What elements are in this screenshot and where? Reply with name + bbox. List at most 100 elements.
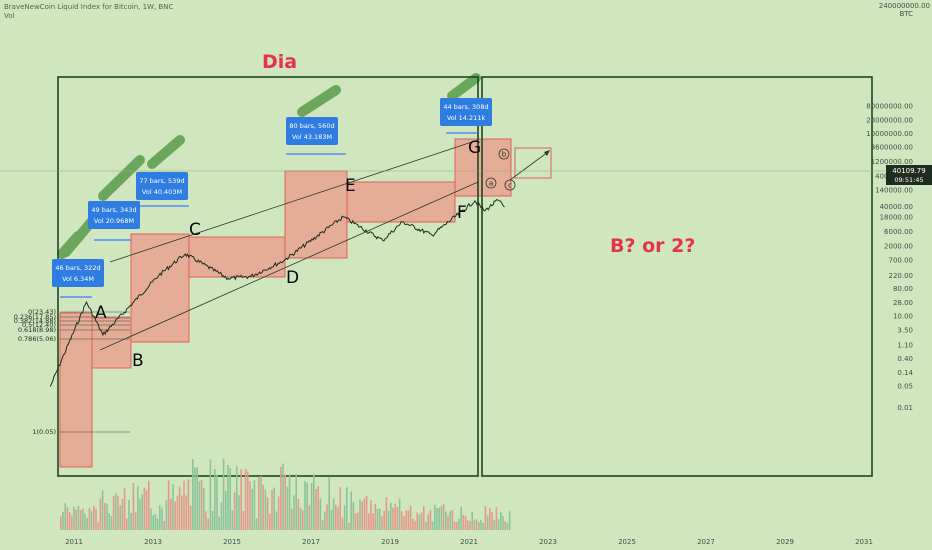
volume-bar xyxy=(110,516,113,530)
volume-bar xyxy=(489,508,491,530)
volume-bar xyxy=(478,522,480,530)
volume-bar xyxy=(348,523,350,530)
volume-bar xyxy=(418,515,421,530)
measure-bars-text: 49 bars, 343d xyxy=(91,206,136,214)
volume-bar xyxy=(126,518,128,530)
projection-arrow-line xyxy=(509,151,549,181)
volume-bar xyxy=(82,508,84,530)
y-tick-label: 40000.00 xyxy=(880,203,913,211)
y-tick-label: 1200000.00 xyxy=(871,158,913,166)
projection-arrow-head xyxy=(544,150,550,156)
volume-bar xyxy=(416,512,418,530)
volume-bar xyxy=(299,507,302,530)
volume-bar xyxy=(218,516,220,530)
volume-bar xyxy=(216,475,218,530)
fib-lines xyxy=(60,311,130,433)
volume-bar xyxy=(313,474,315,530)
volume-bar xyxy=(163,521,165,530)
volume-bar xyxy=(134,512,137,530)
volume-bar xyxy=(431,521,434,530)
wave-letters: A B C D E F G xyxy=(95,138,481,371)
volume-bar xyxy=(139,498,141,530)
volume-bar xyxy=(471,511,473,530)
volume-bar xyxy=(247,471,249,530)
time-axis[interactable]: 2011 2013 2015 2017 2019 2021 2023 2025 2027 2029… xyxy=(65,538,873,546)
volume-bar xyxy=(484,506,487,530)
volume-bar xyxy=(376,508,379,530)
volume-bar xyxy=(101,490,104,530)
y-tick-label: 80.00 xyxy=(893,285,913,293)
volume-bar xyxy=(95,508,97,530)
volume-bar xyxy=(141,494,143,530)
wave-label-d: D xyxy=(286,268,299,288)
measure-vol-text: Vol 14.211k xyxy=(447,114,486,122)
volume-bar xyxy=(302,510,304,530)
volume-bar xyxy=(352,502,355,530)
price-axis[interactable]: 80000000.00 28000000.00 10000000.00 3600000… xyxy=(866,103,913,412)
volume-bar xyxy=(337,507,339,530)
volume-bar xyxy=(198,481,201,530)
volume-bar xyxy=(330,509,333,530)
volume-bar xyxy=(361,501,363,530)
wave-label-b: B xyxy=(132,351,144,371)
volume-bar xyxy=(192,459,194,530)
volume-bar xyxy=(482,523,484,530)
trend-arrow-2 xyxy=(98,155,145,201)
fib-level-label: 0.382(14.88) xyxy=(14,317,56,325)
volume-bar xyxy=(222,458,225,530)
volume-bar xyxy=(172,484,174,530)
volume-bar xyxy=(396,507,399,530)
volume-bar xyxy=(508,511,511,530)
volume-bar xyxy=(242,510,245,530)
volume-bar xyxy=(106,503,108,530)
axis-top-value: 240000000.00 xyxy=(879,2,930,10)
volume-bar xyxy=(407,510,410,530)
y-tick-label: 3.50 xyxy=(897,326,913,334)
volume-bar xyxy=(211,511,214,530)
volume-bar xyxy=(130,513,132,530)
volume-bar xyxy=(385,497,388,530)
y-tick-label: 0.01 xyxy=(897,404,913,412)
wave-label-f: F xyxy=(457,203,467,223)
volume-bar xyxy=(207,518,209,530)
volume-bar xyxy=(317,486,319,530)
volume-bar xyxy=(260,476,262,530)
svg-text:c: c xyxy=(508,182,512,190)
x-tick-label: 2031 xyxy=(855,538,873,546)
range-box-4 xyxy=(188,236,286,278)
axis-currency: BTC xyxy=(899,10,913,18)
trend-arrow-3 xyxy=(147,135,185,169)
range-box-1 xyxy=(59,312,93,468)
volume-bar xyxy=(269,513,271,530)
sub-wave-c: c xyxy=(504,179,516,191)
fib-level-label: 0.786(5.06) xyxy=(18,335,56,343)
price-line xyxy=(49,198,505,387)
volume-bar xyxy=(458,518,460,530)
volume-bar xyxy=(178,486,181,530)
volume-bar xyxy=(414,520,416,530)
volume-bar xyxy=(467,520,469,530)
volume-bar xyxy=(403,516,405,530)
y-tick-label: 1.10 xyxy=(897,342,913,350)
wave-label-c: C xyxy=(189,220,201,240)
volume-bar xyxy=(240,469,242,530)
volume-bar xyxy=(462,515,465,530)
volume-bar xyxy=(165,500,168,530)
volume-bar xyxy=(154,514,157,530)
volume-bar xyxy=(315,489,317,530)
volume-bar xyxy=(167,480,170,530)
y-tick-label: 0.40 xyxy=(897,355,913,363)
volume-bar xyxy=(181,495,183,530)
volume-bar xyxy=(310,483,313,530)
volume-bar xyxy=(447,515,449,530)
volume-bar xyxy=(440,506,443,530)
y-tick-label: 0.14 xyxy=(897,369,913,377)
volume-bar xyxy=(434,504,436,530)
volume-bar xyxy=(77,505,80,530)
channel-lines xyxy=(99,139,549,351)
volume-bar xyxy=(123,488,126,530)
volume-bar xyxy=(73,506,75,530)
volume-bars xyxy=(60,458,511,530)
y-tick-label: 0.05 xyxy=(897,383,913,391)
